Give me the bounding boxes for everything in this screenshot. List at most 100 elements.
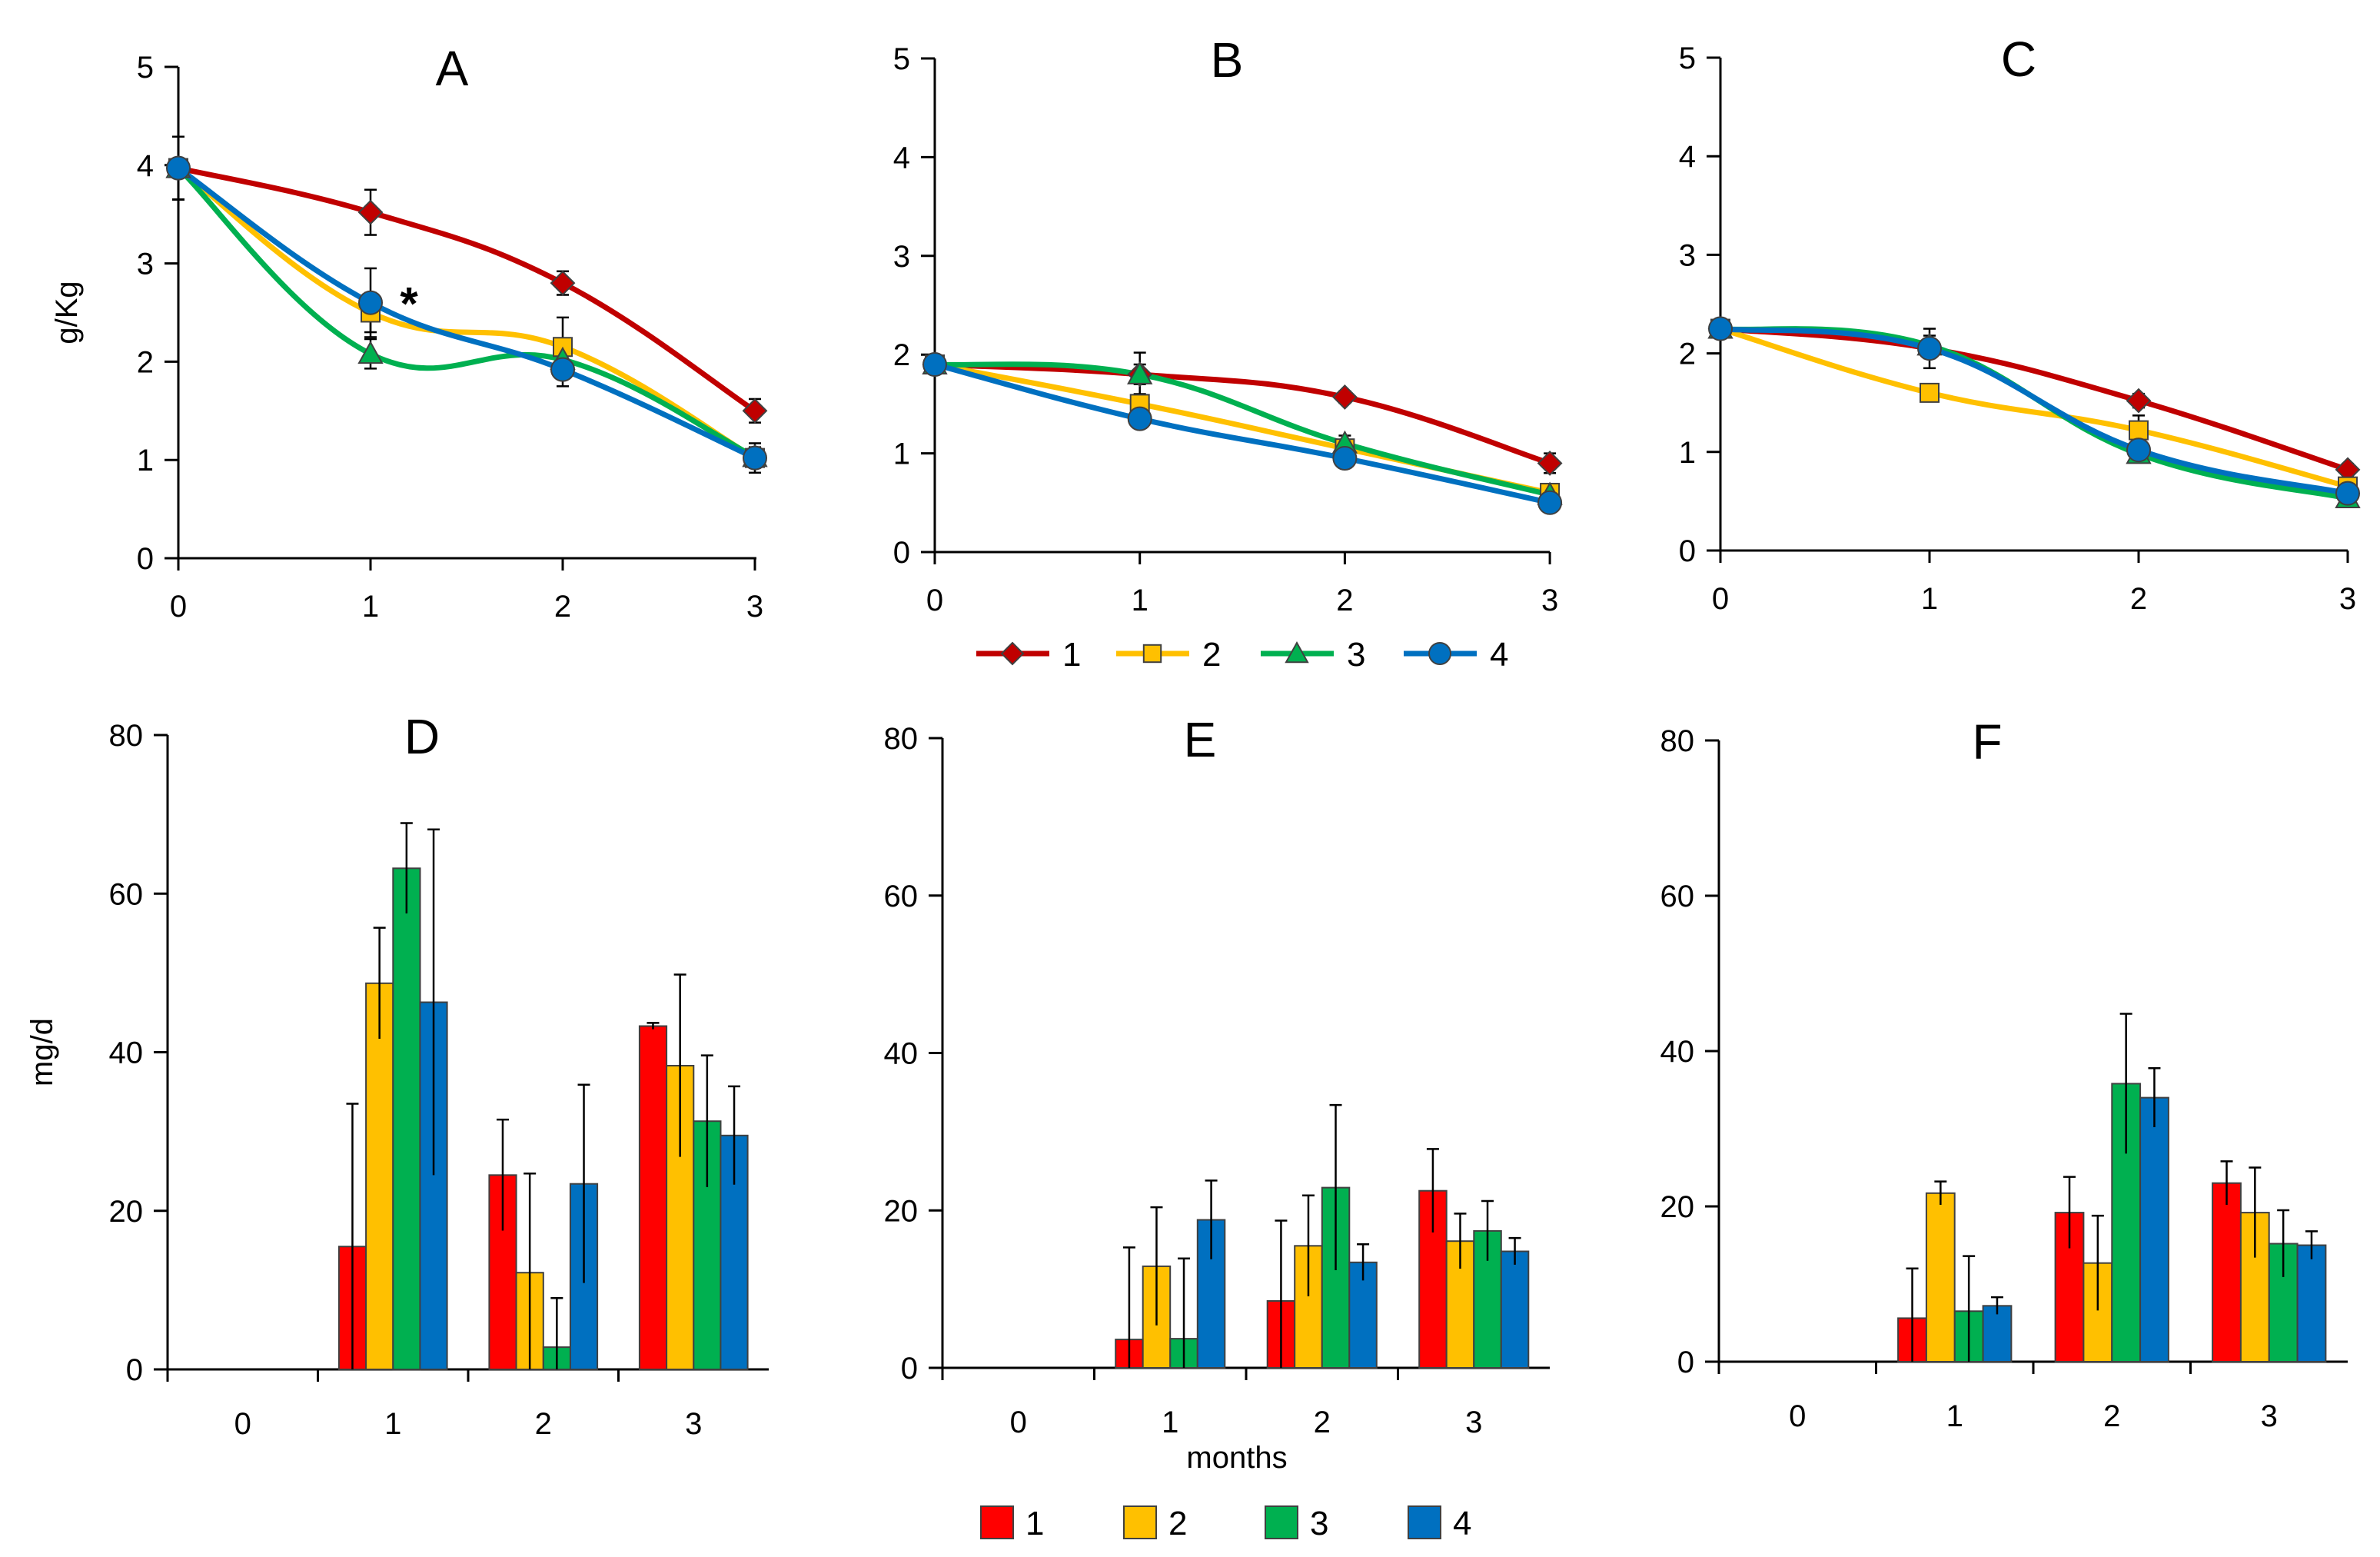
x-tick-label: 0 <box>170 590 187 624</box>
y-tick-label: 1 <box>893 437 910 471</box>
y-tick-label: 0 <box>1679 534 1696 568</box>
y-tick-label: 80 <box>109 719 144 753</box>
y-tick-label: 0 <box>901 1352 918 1386</box>
panel-b: 0 1 2 3 4 5 B 0 1 2 3 <box>893 32 1563 617</box>
y-tick-label: 4 <box>1679 140 1696 174</box>
x-tick-label: 2 <box>2130 582 2147 616</box>
series-3-point <box>1127 361 1153 384</box>
series-1-point <box>1537 451 1563 476</box>
legend-label: 2 <box>1168 1505 1187 1542</box>
y-tick-label: 20 <box>1660 1190 1695 1224</box>
series-4-point <box>2126 437 2151 463</box>
y-tick-label: 0 <box>893 536 910 570</box>
panel-title: D <box>404 709 440 764</box>
series-1-point <box>2126 388 2152 414</box>
line-legend: 1 2 3 4 <box>976 636 1508 674</box>
series-4-point <box>550 357 575 382</box>
panel-a: 0 1 2 3 4 5 A 0 1 2 3 g/Kg * <box>50 41 768 624</box>
panel-d: 0 20 40 60 80 D 0 1 2 3 mg/d <box>25 709 769 1441</box>
y-tick-label: 20 <box>884 1194 919 1228</box>
y-tick-label: 0 <box>1677 1346 1694 1379</box>
series-1-bar <box>638 1025 668 1370</box>
legend-marker <box>1000 641 1025 666</box>
x-tick-label: 3 <box>2261 1399 2278 1433</box>
series-4-bar <box>2139 1096 2169 1362</box>
y-tick-label: 80 <box>884 722 919 756</box>
legend-label: 1 <box>1025 1505 1044 1542</box>
x-tick-label: 2 <box>1336 584 1353 617</box>
series-3-line <box>932 361 1553 497</box>
legend-label: 4 <box>1453 1505 1471 1542</box>
y-tick-label: 0 <box>126 1353 143 1387</box>
legend-label: 3 <box>1347 636 1365 674</box>
series-4-point <box>743 445 767 471</box>
x-tick-label: 3 <box>1465 1406 1482 1439</box>
y-tick-label: 1 <box>1679 436 1696 470</box>
y-axis-title: mg/d <box>25 1018 59 1086</box>
legend-swatch <box>1265 1505 1298 1539</box>
y-tick-label: 4 <box>137 149 154 183</box>
x-tick-label: 1 <box>384 1407 401 1441</box>
series-1-point <box>1331 384 1358 410</box>
bar-legend-item-4: 4 <box>1408 1505 1471 1542</box>
x-axis-title: months <box>1186 1441 1287 1475</box>
legend-swatch <box>980 1505 1014 1539</box>
panel-title: C <box>2001 32 2036 87</box>
x-tick-label: 2 <box>535 1407 552 1441</box>
bar-legend-item-1: 1 <box>980 1505 1044 1542</box>
legend-label: 2 <box>1202 636 1221 674</box>
panel-title: B <box>1211 32 1244 88</box>
legend-label: 3 <box>1310 1505 1328 1542</box>
x-tick-label: 0 <box>1712 582 1729 616</box>
x-tick-label: 2 <box>2103 1399 2120 1433</box>
x-tick-label: 0 <box>1789 1399 1806 1433</box>
series-4-point <box>358 290 383 315</box>
x-tick-label: 1 <box>1921 582 1938 616</box>
y-tick-label: 3 <box>137 248 154 281</box>
series-2-bar <box>365 982 394 1371</box>
legend-marker <box>1142 644 1162 664</box>
legend-marker <box>1285 640 1309 664</box>
y-tick-label: 5 <box>1679 42 1696 75</box>
y-axis-title: g/Kg <box>50 281 84 344</box>
y-tick-label: 60 <box>109 877 144 911</box>
y-tick-label: 40 <box>1660 1035 1695 1069</box>
panel-title: E <box>1184 712 1217 767</box>
y-tick-label: 1 <box>137 444 154 477</box>
legend-label: 4 <box>1490 636 1508 674</box>
series-4-point <box>1537 490 1563 515</box>
x-tick-label: 1 <box>1946 1399 1963 1433</box>
series-3-bar <box>392 867 421 1371</box>
y-tick-label: 0 <box>137 542 154 576</box>
panel-title: A <box>436 41 469 96</box>
line-legend-item-4: 4 <box>1404 636 1508 674</box>
series-1-point <box>742 398 768 424</box>
panel-title: F <box>1972 714 2002 770</box>
x-tick-label: 3 <box>746 590 763 624</box>
bar-legend: 1 2 3 4 <box>980 1505 1471 1542</box>
series-1-line <box>932 361 1553 466</box>
series-4-point <box>2335 481 2360 506</box>
x-tick-label: 3 <box>685 1407 702 1441</box>
y-tick-label: 2 <box>893 338 910 372</box>
significance-asterisk: * <box>400 278 418 330</box>
series-3-line <box>175 165 758 460</box>
x-tick-label: 0 <box>926 584 943 617</box>
series-4-bar <box>2296 1244 2327 1362</box>
series-4-point <box>1917 336 1942 361</box>
series-1-line <box>175 165 758 414</box>
y-tick-label: 4 <box>893 141 910 175</box>
y-tick-label: 3 <box>1679 238 1696 272</box>
series-4-line <box>1717 326 2351 497</box>
series-2-line <box>1717 326 2351 490</box>
x-tick-label: 3 <box>1541 584 1558 617</box>
series-4-point <box>1127 406 1152 431</box>
legend-label: 1 <box>1062 636 1081 674</box>
x-tick-label: 3 <box>2339 582 2356 616</box>
panel-e: 0 20 40 60 80 E 0 1 2 3 months <box>884 712 1550 1475</box>
y-tick-label: 5 <box>893 42 910 76</box>
series-1-point <box>550 270 576 296</box>
y-tick-label: 2 <box>1679 338 1696 371</box>
